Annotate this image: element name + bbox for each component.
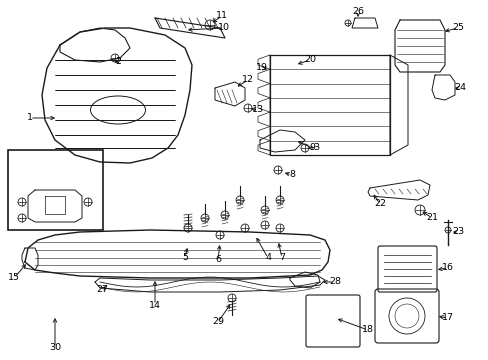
Text: 16: 16 bbox=[441, 264, 453, 273]
Text: 6: 6 bbox=[215, 256, 221, 265]
Text: 19: 19 bbox=[256, 63, 267, 72]
Text: 3: 3 bbox=[312, 144, 318, 153]
Text: 28: 28 bbox=[328, 278, 340, 287]
Text: 26: 26 bbox=[351, 8, 363, 17]
Text: 21: 21 bbox=[425, 213, 437, 222]
Text: 17: 17 bbox=[441, 314, 453, 323]
Text: 30: 30 bbox=[49, 343, 61, 352]
Text: 8: 8 bbox=[288, 171, 294, 180]
Text: 11: 11 bbox=[216, 12, 227, 21]
Text: 4: 4 bbox=[264, 253, 270, 262]
Text: 14: 14 bbox=[149, 301, 161, 310]
Text: 29: 29 bbox=[212, 318, 224, 327]
Text: 7: 7 bbox=[279, 253, 285, 262]
Text: 2: 2 bbox=[115, 58, 121, 67]
Text: 25: 25 bbox=[451, 23, 463, 32]
Text: 10: 10 bbox=[218, 23, 229, 32]
Text: 18: 18 bbox=[361, 325, 373, 334]
Text: 24: 24 bbox=[453, 84, 465, 93]
Text: 20: 20 bbox=[304, 55, 315, 64]
Text: 13: 13 bbox=[251, 105, 264, 114]
Text: 22: 22 bbox=[373, 199, 385, 208]
Bar bbox=[8, 150, 103, 230]
Text: 15: 15 bbox=[8, 274, 20, 283]
Text: 23: 23 bbox=[451, 228, 463, 237]
Text: 5: 5 bbox=[182, 253, 187, 262]
Text: 9: 9 bbox=[308, 144, 314, 153]
Text: 1: 1 bbox=[27, 113, 33, 122]
Text: 27: 27 bbox=[96, 285, 108, 294]
Text: 12: 12 bbox=[242, 76, 253, 85]
